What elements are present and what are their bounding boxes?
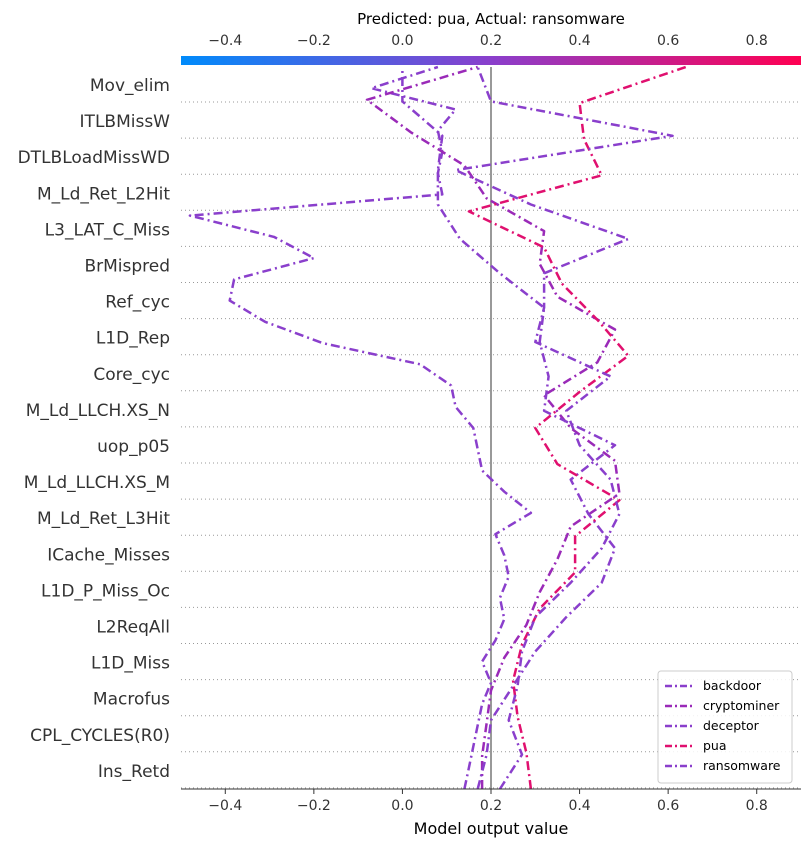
x-tick-label: −0.4	[208, 798, 242, 814]
legend-label-backdoor: backdoor	[703, 678, 762, 693]
series-line-pua	[467, 65, 687, 790]
feature-label: M_Ld_Ret_L3Hit	[37, 509, 170, 529]
colorbar-tick-label: −0.2	[297, 33, 331, 49]
feature-label: M_Ld_LLCH.XS_M	[24, 473, 170, 493]
colorbar-tick-label: 0.0	[391, 33, 413, 49]
colorbar-tick-label: 0.4	[568, 33, 590, 49]
colorbar	[181, 56, 801, 65]
series-line-ransomware	[454, 66, 674, 790]
x-tick-label: −0.2	[297, 798, 331, 814]
legend-label-cryptominer: cryptominer	[703, 698, 780, 713]
feature-label: M_Ld_LLCH.XS_N	[26, 401, 170, 421]
feature-label: Mov_elim	[90, 76, 170, 96]
legend-box	[657, 670, 793, 784]
feature-label: M_Ld_Ret_L2Hit	[37, 184, 170, 204]
legend-label-ransomware: ransomware	[703, 758, 781, 773]
feature-label: L2ReqAll	[96, 618, 170, 638]
series-lines	[188, 65, 687, 790]
colorbar-tick-label: 0.6	[657, 33, 679, 49]
feature-labels: Mov_elim ITLBMissW DTLBLoadMissWD M_Ld_Ret_…	[18, 76, 171, 782]
colorbar-tick-label: 0.8	[746, 33, 768, 49]
feature-label: ICache_Misses	[47, 545, 170, 565]
series-line-deceptor	[401, 67, 617, 790]
x-tick-label: 0.2	[480, 798, 502, 814]
feature-label: Core_cyc	[93, 365, 170, 385]
colorbar-tick-label: 0.2	[480, 33, 502, 49]
series-line-cryptominer	[365, 65, 621, 789]
legend-label-pua: pua	[703, 738, 727, 753]
x-axis-ticks: −0.4 −0.2 0.0 0.2 0.4 0.6 0.8	[208, 789, 768, 814]
feature-label: L1D_P_Miss_Oc	[41, 581, 170, 601]
feature-label: Ins_Retd	[98, 762, 170, 782]
feature-label: BrMispred	[84, 257, 170, 277]
feature-label: DTLBLoadMissWD	[18, 148, 170, 168]
feature-label: CPL_CYCLES(R0)	[30, 726, 170, 746]
x-axis-label: Model output value	[414, 819, 569, 838]
x-tick-label: 0.8	[746, 798, 768, 814]
feature-label: Ref_cyc	[105, 293, 170, 313]
x-tick-label: 0.6	[657, 798, 679, 814]
feature-label: ITLBMissW	[80, 112, 171, 132]
chart-title: Predicted: pua, Actual: ransomware	[357, 10, 625, 28]
x-tick-label: 0.0	[391, 798, 413, 814]
colorbar-tick-labels: −0.4 −0.2 0.0 0.2 0.4 0.6 0.8	[208, 33, 768, 49]
legend: backdoor cryptominer deceptor pua ransomware	[657, 670, 793, 784]
colorbar-tick-label: −0.4	[208, 33, 242, 49]
legend-label-deceptor: deceptor	[703, 718, 760, 733]
x-tick-label: 0.4	[568, 798, 590, 814]
feature-label: Macrofus	[93, 690, 170, 710]
feature-label: uop_p05	[97, 437, 170, 457]
feature-label: L1D_Rep	[96, 329, 170, 349]
feature-label: L3_LAT_C_Miss	[45, 220, 170, 240]
series-line-backdoor	[188, 65, 533, 790]
feature-label: L1D_Miss	[91, 654, 170, 674]
